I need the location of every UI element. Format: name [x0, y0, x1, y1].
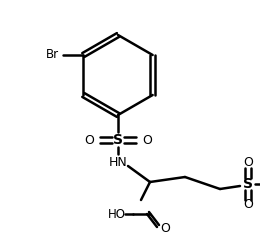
- Text: O: O: [160, 222, 170, 235]
- Text: Br: Br: [46, 48, 59, 61]
- Text: HN: HN: [109, 155, 127, 169]
- Text: S: S: [113, 133, 123, 147]
- Text: S: S: [243, 177, 253, 191]
- Text: O: O: [84, 134, 94, 146]
- Text: O: O: [243, 156, 253, 170]
- Text: O: O: [243, 199, 253, 211]
- Text: HO: HO: [108, 207, 126, 220]
- Text: O: O: [142, 134, 152, 146]
